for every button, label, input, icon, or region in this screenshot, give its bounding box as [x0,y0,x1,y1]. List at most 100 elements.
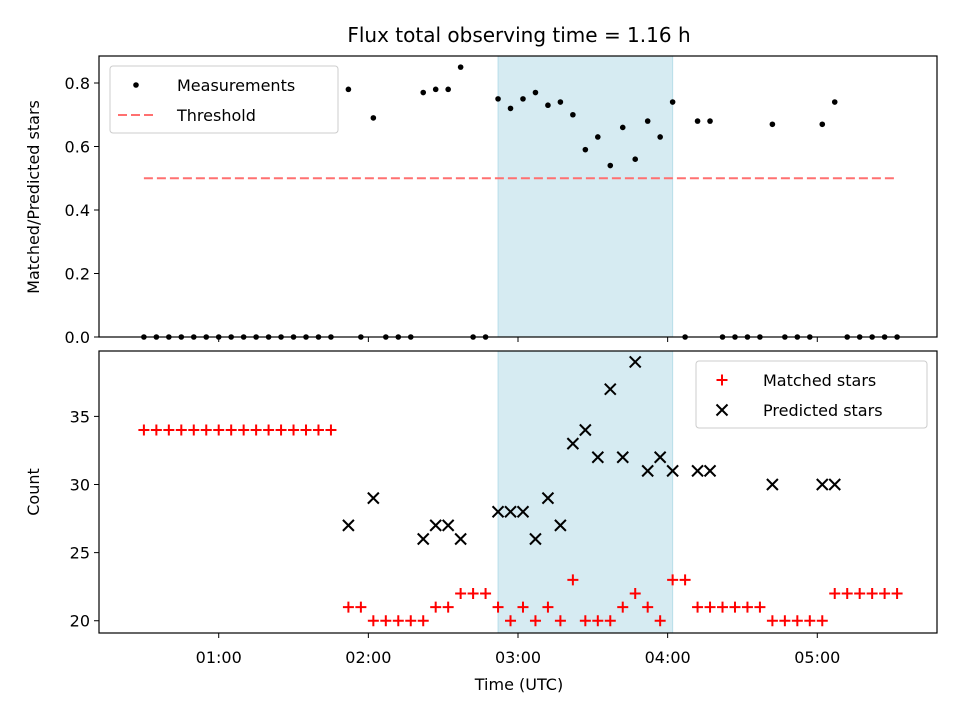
top-legend: Measurements Threshold [109,65,339,134]
predicted-star-point [541,491,555,505]
measurement-point [694,118,701,124]
matched-star-point [629,587,641,599]
matched-star-point [567,574,579,586]
predicted-star-point [504,505,517,518]
predicted-star-point [566,437,580,450]
measurement-point [632,156,639,162]
matched-star-point [417,615,429,627]
top-y-axis-label: Matched/Predicted stars [24,100,43,294]
legend-x-marker [715,403,729,417]
measurement-point [619,124,626,131]
predicted-star-point [454,532,467,546]
predicted-star-point [579,423,592,437]
matched-star-point [275,424,287,436]
predicted-star-point [616,451,629,464]
measurement-point [570,111,576,118]
matched-star-point [200,424,212,436]
matched-star-point [542,601,554,613]
matched-star-point [791,615,803,627]
matched-star-point [766,615,778,627]
legend-plus-marker [716,374,728,386]
matched-star-point [517,601,529,613]
measurement-point [582,146,589,153]
measurement-point [769,121,776,128]
matched-star-point [717,601,729,613]
measurement-point [831,99,838,105]
matched-star-point [163,424,175,436]
matched-star-point [741,601,753,613]
measurement-point [495,96,501,102]
matched-star-point [729,601,741,613]
matched-star-point [213,424,225,436]
matched-star-point [405,615,417,627]
predicted-star-point [491,505,505,518]
matched-star-point [430,601,442,613]
matched-star-point [225,424,237,436]
matched-star-point [529,615,541,627]
top-legend-box [109,65,339,134]
matched-star-point [342,601,354,613]
bottom-y-tick-label: 20 [70,612,90,631]
predicted-star-point [441,519,455,532]
x-tick-label: 04:00 [645,648,691,667]
measurement-point [532,89,539,96]
matched-star-point [380,615,392,627]
matched-star-point [238,424,250,436]
top-y-tick-label: 0.4 [65,201,90,220]
matched-star-point [392,615,404,627]
matched-star-point [816,615,828,627]
matched-star-point [492,601,504,613]
measurement-point [420,89,427,96]
matched-star-point [367,615,379,627]
measurement-point [707,118,713,124]
matched-star-point [642,601,654,613]
legend-dot-marker [133,82,139,88]
bottom-y-tick-label: 35 [70,407,90,426]
measurement-point [545,102,551,109]
matched-star-point [250,424,262,436]
matched-star-point [288,424,300,436]
predicted-star-point [766,478,779,491]
top-axes-frame [98,55,938,338]
x-axis-label: Time (UTC) [474,675,563,694]
matched-star-point [604,615,616,627]
matched-star-point [175,424,187,436]
matched-star-point [150,424,162,436]
predicted-star-point [604,382,617,396]
matched-star-point [617,601,629,613]
bottom-observing-span [497,350,674,634]
predicted-star-point [816,478,829,491]
bottom-y-tick-label: 30 [70,476,90,495]
predicted-star-point [703,464,717,478]
matched-star-point [505,615,517,627]
bottom-axes-frame [98,350,938,634]
x-tick-label: 03:00 [495,648,541,667]
matched-star-point [679,574,691,586]
legend-label: Threshold [176,106,256,125]
matched-star-point [325,424,337,436]
matched-star-point [879,587,891,599]
measurement-point [819,121,826,128]
measurement-point [457,64,464,70]
bottom-y-tick-label: 25 [70,544,90,563]
top-y-tick-label: 0.8 [65,74,90,93]
top-plot: 0.0 0.2 0.4 0.6 0.8 Measurements Threshold [65,55,938,347]
matched-star-point [854,587,866,599]
predicted-star-point [367,491,380,505]
matched-star-point [654,615,666,627]
measurement-point [445,86,451,93]
matched-star-point [312,424,324,436]
predicted-star-point [529,532,542,546]
measurement-point [507,105,514,112]
matched-star-point [891,587,903,599]
x-tick-label: 05:00 [794,648,840,667]
matched-star-point [866,587,878,599]
measurement-point [644,118,651,124]
bottom-y-axis-label: Count [24,468,43,516]
predicted-star-point [629,355,642,369]
matched-star-point [692,601,704,613]
legend-label: Measurements [177,76,295,95]
predicted-star-point [554,519,567,532]
measurement-point [595,134,601,140]
